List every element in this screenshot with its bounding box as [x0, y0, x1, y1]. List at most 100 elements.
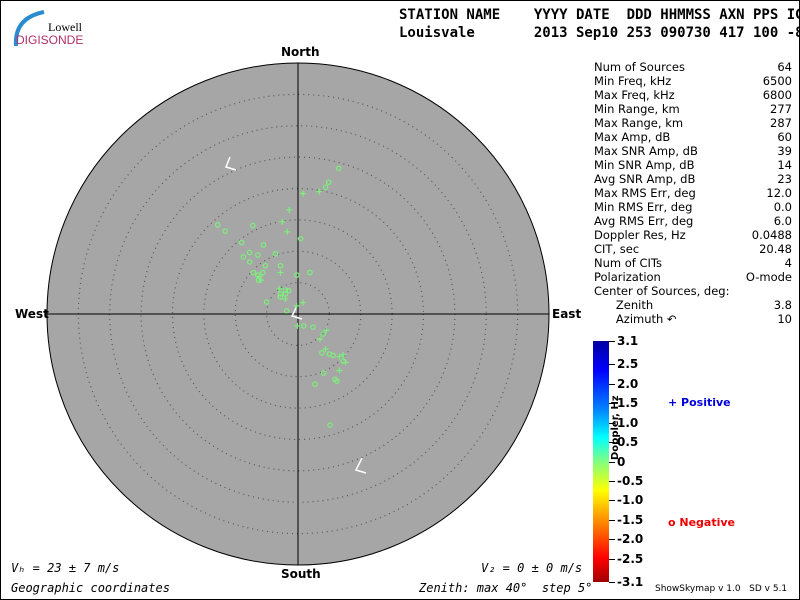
- vertical-velocity: V₂ = 0 ± 0 m/s: [481, 561, 583, 575]
- source-point-positive: [256, 273, 263, 280]
- orientation-marker: [224, 156, 237, 171]
- stat-value: 14: [777, 158, 792, 172]
- colorbar-tick: 1.5: [617, 396, 639, 411]
- stat-row: Avg RMS Err, deg 6.0: [594, 214, 792, 228]
- stat-label: Min Range, km: [594, 102, 680, 116]
- colorbar-tick: 0.5: [617, 435, 639, 450]
- legend-positive-label: Positive: [681, 396, 731, 409]
- source-point-negative: [222, 228, 229, 234]
- source-point-negative: [250, 269, 257, 276]
- logo-bottom: DIGISONDE: [16, 33, 84, 47]
- source-point-negative: [263, 299, 270, 305]
- colorbar-tick-mark: [609, 383, 615, 385]
- source-point-negative: [238, 239, 245, 246]
- source-point-negative: [250, 222, 256, 229]
- source-point-negative: [285, 287, 292, 294]
- colorbar-tick: 3.1: [617, 334, 639, 348]
- stat-label: Zenith: [594, 298, 654, 312]
- legend-negative-label: Negative: [679, 516, 736, 529]
- doppler-colorbar: [593, 341, 609, 582]
- source-point-positive: [322, 346, 329, 353]
- colorbar-tick-mark: [609, 558, 615, 560]
- colorbar-tick-mark: [609, 341, 615, 342]
- stat-label: Doppler Res, Hz: [594, 228, 686, 242]
- source-point-negative: [277, 262, 284, 269]
- source-point-negative: [307, 269, 313, 276]
- source-point-negative: [214, 222, 221, 228]
- stat-value: 6800: [762, 88, 792, 102]
- colorbar-tick: -1.0: [617, 493, 644, 508]
- stat-row: Max Range, km 287: [594, 116, 792, 130]
- source-point-negative: [260, 242, 267, 248]
- stat-label: Azimuth ↶: [594, 312, 677, 326]
- stat-label: Max Amp, dB: [594, 130, 671, 144]
- label-south: South: [281, 567, 321, 581]
- legend-negative: o Negative: [668, 516, 735, 529]
- legend-positive: + Positive: [668, 396, 731, 409]
- stat-value: 277: [770, 102, 792, 116]
- stat-value: 6.0: [773, 214, 792, 228]
- stat-row: Azimuth ↶ 10: [594, 312, 792, 326]
- stat-value: 12.0: [766, 186, 792, 200]
- source-point-negative: [282, 287, 289, 293]
- zenith-scale-label: Zenith: max 40° step 5°: [419, 581, 593, 595]
- source-point-negative: [246, 259, 253, 265]
- colorbar-tick-mark: [609, 422, 615, 424]
- stat-label: Max RMS Err, deg: [594, 186, 696, 200]
- stat-row: Center of Sources, deg:: [594, 284, 792, 298]
- stat-label: Max SNR Amp, dB: [594, 144, 698, 158]
- source-point-negative: [310, 324, 316, 330]
- source-point-positive: [284, 228, 291, 235]
- source-point-positive: [282, 295, 289, 302]
- header-labels: STATION NAME YYYY DATE DDD HHMMSS AXN PP…: [399, 7, 800, 23]
- source-point-negative: [322, 184, 329, 191]
- source-point-positive: [336, 367, 343, 374]
- label-north: North: [281, 45, 320, 59]
- source-point-negative: [300, 323, 307, 329]
- source-point-negative: [277, 291, 284, 297]
- stat-label: Min Freq, kHz: [594, 74, 672, 88]
- source-point-negative: [330, 352, 336, 359]
- orientation-marker: [290, 305, 303, 320]
- stat-label: Avg SNR Amp, dB: [594, 172, 696, 186]
- version-label: ShowSkymap v 1.0 SD v 5.1: [655, 584, 788, 594]
- source-point-positive: [276, 285, 283, 292]
- source-point-negative: [334, 378, 340, 384]
- source-point-negative: [272, 250, 279, 257]
- source-point-negative: [320, 370, 327, 376]
- source-point-positive: [294, 322, 301, 329]
- stat-label: Polarization: [594, 270, 661, 284]
- stat-value: 4: [784, 256, 792, 270]
- stat-row: CIT, sec 20.48: [594, 242, 792, 256]
- stat-row: Max Amp, dB 60: [594, 130, 792, 144]
- source-point-negative: [293, 272, 300, 278]
- source-point-positive: [286, 206, 293, 213]
- stat-row: Doppler Res, Hz 0.0488: [594, 228, 792, 242]
- colorbar-tick-mark: [609, 582, 615, 583]
- source-point-positive: [323, 327, 330, 334]
- plus-icon: +: [668, 396, 682, 409]
- source-point-positive: [340, 351, 347, 358]
- colorbar-tick: -0.5: [617, 473, 644, 488]
- stat-value: O-mode: [745, 270, 792, 284]
- stat-value: 0.0488: [751, 228, 792, 242]
- stat-label: Num of CITs: [594, 256, 663, 270]
- colorbar-tick-mark: [609, 461, 615, 463]
- source-point-negative: [325, 179, 332, 186]
- stat-label: Avg RMS Err, deg: [594, 214, 694, 228]
- source-point-positive: [342, 359, 349, 366]
- source-point-negative: [240, 254, 247, 260]
- label-west: West: [15, 307, 49, 321]
- horizontal-velocity: Vₕ = 23 ± 7 m/s: [11, 561, 120, 575]
- source-point-negative: [312, 381, 318, 388]
- source-point-positive: [279, 218, 286, 225]
- stat-value: 3.8: [773, 298, 792, 312]
- stat-label: Num of Sources: [594, 60, 685, 74]
- source-point-negative: [335, 165, 342, 172]
- colorbar-tick: -3.1: [617, 575, 644, 589]
- stat-row: Avg SNR Amp, dB 23: [594, 172, 792, 186]
- stat-row: Polarization O-mode: [594, 270, 792, 284]
- stat-row: Min RMS Err, deg 0.0: [594, 200, 792, 214]
- colorbar-tick-mark: [609, 500, 615, 502]
- stat-label: Max Freq, kHz: [594, 88, 675, 102]
